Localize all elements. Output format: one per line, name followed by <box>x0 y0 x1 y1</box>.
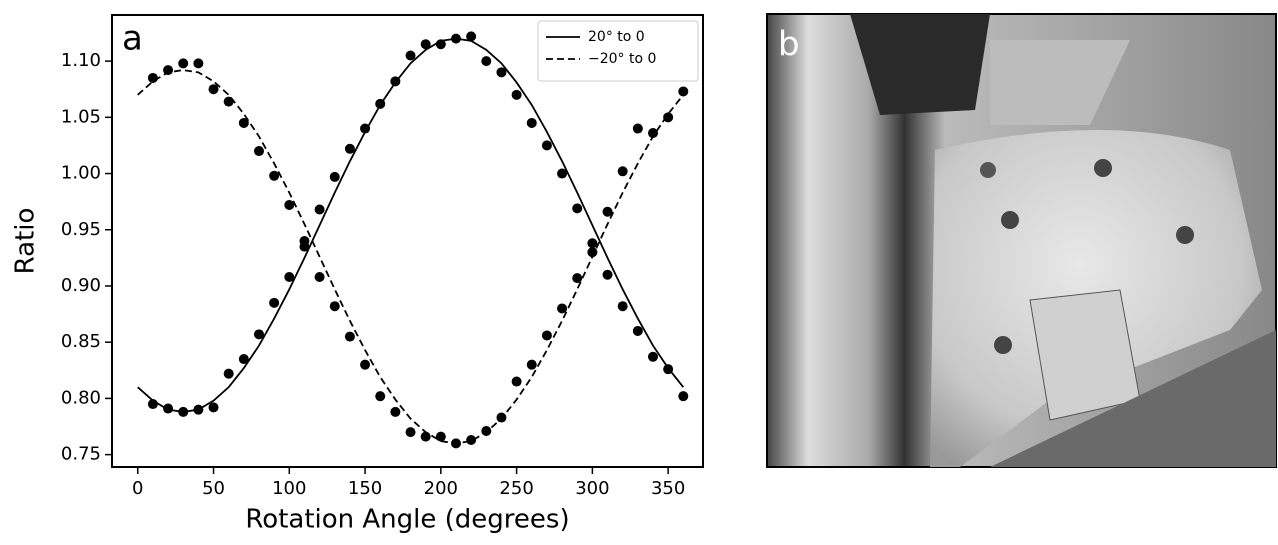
data-point <box>602 206 613 217</box>
data-point <box>405 50 416 61</box>
x-axis-label: Rotation Angle (degrees) <box>245 505 569 535</box>
fit-line <box>137 69 685 445</box>
data-point <box>163 65 174 76</box>
y-tick-label: 0.75 <box>61 444 101 465</box>
data-point <box>208 402 219 413</box>
x-tick-label: 200 <box>424 478 458 499</box>
data-point <box>147 72 158 83</box>
x-tick-label: 350 <box>651 478 685 499</box>
legend-box <box>537 20 699 82</box>
data-point <box>344 331 355 342</box>
data-point <box>466 435 477 446</box>
data-point <box>632 325 643 336</box>
data-point <box>208 84 219 95</box>
data-point <box>678 86 689 97</box>
data-point <box>678 391 689 402</box>
plot-frame <box>111 14 704 468</box>
data-point <box>238 117 249 128</box>
legend-label: 20° to 0 <box>588 29 645 45</box>
data-point <box>375 391 386 402</box>
data-point <box>269 170 280 181</box>
data-point <box>269 297 280 308</box>
data-point <box>511 376 522 387</box>
data-point <box>253 329 264 340</box>
x-tick-label: 0 <box>132 478 143 499</box>
data-point <box>526 117 537 128</box>
photo-mount <box>1029 289 1141 421</box>
data-point <box>329 171 340 182</box>
data-point <box>314 204 325 215</box>
data-point <box>557 168 568 179</box>
data-point <box>572 273 583 284</box>
data-point <box>572 203 583 214</box>
data-point <box>390 406 401 417</box>
data-point <box>481 56 492 67</box>
data-point <box>663 112 674 123</box>
data-point <box>178 58 189 69</box>
y-tick-label: 1.05 <box>61 106 101 127</box>
data-point <box>557 303 568 314</box>
photo-screw <box>994 336 1012 354</box>
y-tick-label: 1.10 <box>61 50 101 71</box>
data-point <box>602 269 613 280</box>
photo-screw <box>1001 211 1019 229</box>
photo-cone <box>990 40 1130 125</box>
y-tick-label: 1.00 <box>61 163 101 184</box>
data-point <box>435 431 446 442</box>
photo-arm <box>850 14 990 115</box>
x-tick-label: 300 <box>575 478 609 499</box>
data-point <box>223 368 234 379</box>
photo-panel: b <box>766 13 1277 468</box>
data-point <box>253 146 264 157</box>
data-point <box>329 301 340 312</box>
data-point <box>420 431 431 442</box>
panel-label: b <box>778 25 800 65</box>
data-point <box>466 31 477 42</box>
y-axis-label: Ratio <box>11 208 41 275</box>
legend-label: −20° to 0 <box>588 51 656 67</box>
photo-screw <box>980 162 996 178</box>
data-point <box>420 39 431 50</box>
fit-line <box>137 37 685 413</box>
data-point <box>238 354 249 365</box>
data-point <box>587 238 598 249</box>
data-point <box>496 67 507 78</box>
y-tick-label: 0.95 <box>61 219 101 240</box>
data-point <box>647 128 658 139</box>
data-point <box>314 271 325 282</box>
data-point <box>163 403 174 414</box>
data-point <box>405 427 416 438</box>
photo-base <box>990 330 1276 467</box>
y-tick-label: 0.90 <box>61 275 101 296</box>
photo-screw <box>1094 159 1112 177</box>
x-tick-label: 250 <box>499 478 533 499</box>
data-point <box>511 89 522 100</box>
photo-screw <box>1176 226 1194 244</box>
data-point <box>344 143 355 154</box>
x-tick-label: 150 <box>348 478 382 499</box>
data-point <box>617 301 628 312</box>
data-point <box>299 241 310 252</box>
data-point <box>541 140 552 151</box>
data-point <box>647 351 658 362</box>
data-point <box>541 330 552 341</box>
data-point <box>632 123 643 134</box>
x-tick-label: 50 <box>202 478 225 499</box>
y-tick-label: 0.85 <box>61 331 101 352</box>
data-point <box>193 58 204 69</box>
data-point <box>360 359 371 370</box>
data-point <box>284 271 295 282</box>
data-point <box>617 166 628 177</box>
x-tick-label: 100 <box>272 478 306 499</box>
y-tick-label: 0.80 <box>61 387 101 408</box>
data-point <box>284 200 295 211</box>
panel-label: a <box>122 19 143 59</box>
data-point <box>526 359 537 370</box>
data-point <box>587 247 598 258</box>
